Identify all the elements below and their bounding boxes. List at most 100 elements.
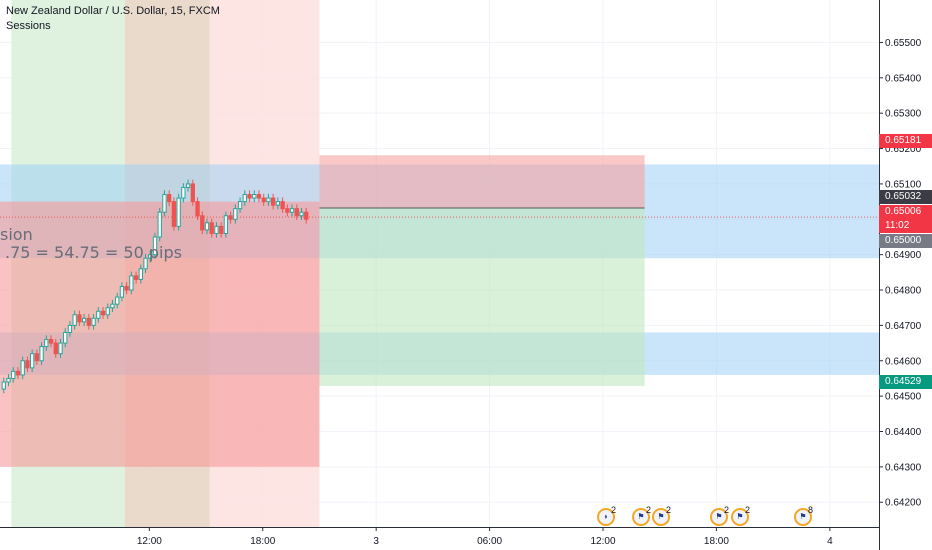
candle bbox=[96, 310, 101, 319]
price-label-last: 0.65006 bbox=[879, 205, 932, 219]
candle bbox=[223, 215, 229, 234]
candle bbox=[233, 208, 238, 220]
candle bbox=[67, 324, 73, 333]
candle bbox=[219, 225, 224, 234]
candle bbox=[6, 377, 11, 383]
candle bbox=[77, 314, 82, 323]
candle bbox=[247, 194, 252, 199]
y-tick-label: 0.65200 bbox=[885, 144, 922, 155]
x-tick-label: 06:00 bbox=[477, 536, 502, 547]
candle bbox=[1, 381, 6, 390]
candle bbox=[209, 222, 214, 234]
y-tick-label: 0.65400 bbox=[885, 73, 922, 84]
event-count: 2 bbox=[611, 505, 617, 515]
candle bbox=[237, 201, 243, 210]
candle bbox=[129, 275, 134, 291]
y-tick-label: 0.65100 bbox=[885, 179, 922, 190]
candle bbox=[289, 208, 295, 213]
candle bbox=[124, 285, 129, 291]
legend: New Zealand Dollar / U.S. Dollar, 15, FX… bbox=[6, 4, 220, 34]
us-flag-icon[interactable]: ⚑ bbox=[794, 508, 812, 526]
candle bbox=[58, 342, 63, 355]
y-tick-label: 0.64800 bbox=[885, 286, 922, 297]
candles bbox=[1, 179, 309, 394]
indicator-label[interactable]: Sessions bbox=[6, 20, 51, 32]
price-label-close: 0.65032 bbox=[879, 190, 932, 204]
candle bbox=[162, 194, 167, 213]
annotation: sion .75 = 54.75 = 50 pips bbox=[0, 225, 182, 262]
candle bbox=[44, 339, 49, 348]
candle bbox=[100, 310, 106, 316]
candle bbox=[63, 331, 68, 344]
candle bbox=[200, 215, 205, 231]
us-flag-icon[interactable]: ⚑ bbox=[632, 508, 650, 526]
candle bbox=[275, 201, 281, 206]
price-label-level: 0.65000 bbox=[879, 234, 932, 248]
candle bbox=[204, 222, 210, 231]
candle bbox=[72, 314, 77, 326]
candle bbox=[105, 307, 110, 316]
candle bbox=[110, 303, 115, 309]
annotation-line-2: .75 = 54.75 = 50 pips bbox=[5, 243, 182, 262]
candle bbox=[34, 353, 40, 362]
zones bbox=[0, 155, 879, 467]
us-flag-icon[interactable]: ⚑ bbox=[710, 508, 728, 526]
price-lines bbox=[0, 207, 879, 218]
y-tick-label: 0.64700 bbox=[885, 321, 922, 332]
candle bbox=[11, 370, 16, 379]
candle bbox=[228, 215, 233, 220]
candle bbox=[195, 201, 200, 217]
y-tick-label: 0.64900 bbox=[885, 250, 922, 261]
us-flag-icon[interactable]: ⚑ bbox=[731, 508, 749, 526]
event-count: 2 bbox=[745, 505, 751, 515]
candle bbox=[157, 211, 162, 238]
candle bbox=[53, 342, 58, 355]
candle bbox=[299, 211, 304, 217]
annotation-line-1: sion bbox=[0, 225, 33, 244]
y-tick-label: 0.64300 bbox=[885, 462, 922, 473]
x-tick-label: 12:00 bbox=[137, 536, 162, 547]
candle bbox=[185, 183, 191, 188]
position-target-zone bbox=[319, 155, 645, 208]
candle bbox=[270, 197, 276, 206]
y-tick-label: 0.64500 bbox=[885, 392, 922, 403]
candle bbox=[48, 339, 54, 344]
candle bbox=[152, 236, 158, 256]
nz-flag-icon[interactable]: ◗ bbox=[597, 508, 615, 526]
x-tick-label: 18:00 bbox=[250, 536, 275, 547]
candle bbox=[171, 201, 177, 227]
candle bbox=[285, 208, 290, 213]
y-tick-label: 0.65500 bbox=[885, 38, 922, 49]
candle bbox=[133, 275, 139, 280]
candle bbox=[20, 360, 25, 376]
us-flag-icon[interactable]: ⚑ bbox=[652, 508, 670, 526]
y-tick-label: 0.64600 bbox=[885, 356, 922, 367]
candle bbox=[119, 285, 125, 298]
event-count: 2 bbox=[666, 505, 672, 515]
candle bbox=[190, 183, 195, 203]
x-tick-label: 18:00 bbox=[704, 536, 729, 547]
symbol-title[interactable]: New Zealand Dollar / U.S. Dollar, 15, FX… bbox=[6, 5, 220, 17]
candle bbox=[256, 194, 262, 199]
candle bbox=[91, 317, 96, 326]
candle bbox=[252, 194, 257, 199]
candle bbox=[25, 360, 30, 369]
candle bbox=[181, 186, 186, 199]
candle bbox=[242, 194, 247, 203]
candle bbox=[167, 194, 172, 203]
price-label-stop: 0.64529 bbox=[879, 375, 932, 389]
candle bbox=[261, 197, 266, 203]
y-tick-label: 0.64200 bbox=[885, 498, 922, 509]
price-label-target: 0.65181 bbox=[879, 134, 932, 148]
candle bbox=[115, 296, 120, 305]
candle bbox=[81, 317, 87, 323]
candle bbox=[143, 257, 148, 270]
x-tick-label: 12:00 bbox=[590, 536, 615, 547]
x-tick-label: 3 bbox=[373, 536, 379, 547]
event-count: 8 bbox=[808, 505, 814, 515]
x-tick-label: 4 bbox=[827, 536, 833, 547]
candle bbox=[280, 201, 285, 210]
candle bbox=[176, 197, 181, 227]
